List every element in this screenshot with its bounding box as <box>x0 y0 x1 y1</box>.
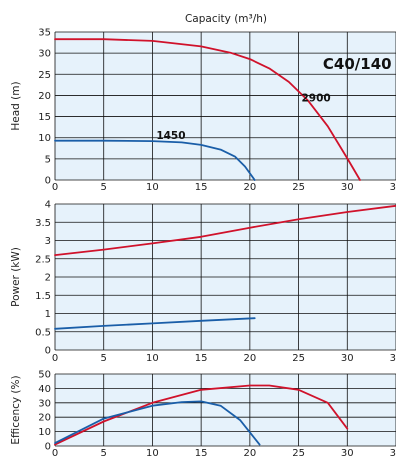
y-tick-label: 0 <box>45 346 51 357</box>
x-tick-label: 0 <box>52 182 58 193</box>
y-axis-title: Head (m) <box>10 81 22 130</box>
series-line-2900 <box>54 384 349 446</box>
x-tick-label: 30 <box>341 182 354 193</box>
y-tick-label: 15 <box>38 112 51 123</box>
series-line-1450 <box>54 400 261 446</box>
x-tick-label: 20 <box>243 182 256 193</box>
y-tick-label: 0 <box>45 176 51 187</box>
y-tick-label: 10 <box>38 133 51 144</box>
x-tick-label: 15 <box>195 182 208 193</box>
series-line-1450 <box>54 139 256 181</box>
y-tick-label: 2.5 <box>35 254 51 265</box>
x-tick-label: 35 <box>390 353 396 364</box>
y-tick-label: 1.5 <box>35 291 51 302</box>
x-tick-label: 25 <box>292 448 305 459</box>
series-line-2900 <box>54 204 396 257</box>
y-tick-label: 40 <box>38 384 51 395</box>
y-tick-label: 3 <box>45 236 51 247</box>
y-tick-label: 0 <box>45 442 51 453</box>
y-tick-label: 1 <box>45 309 51 320</box>
x-tick-label: 30 <box>341 448 354 459</box>
y-tick-label: 20 <box>38 413 51 424</box>
y-tick-label: 35 <box>38 28 51 39</box>
x-tick-label: 20 <box>243 353 256 364</box>
y-tick-label: 2 <box>45 273 51 284</box>
y-tick-label: 30 <box>38 49 51 60</box>
x-tick-label: 0 <box>52 353 58 364</box>
x-tick-label: 25 <box>292 353 305 364</box>
y-tick-label: 5 <box>45 154 51 165</box>
curve-label-1450: 1450 <box>156 130 185 142</box>
model-label: C40/140 <box>323 55 392 73</box>
x-tick-label: 30 <box>341 353 354 364</box>
chart-panel-1: 0 5 10 15 20 25 30 35 0 5 10 15 20 25 30 35 Head (m) C40/… <box>10 28 396 193</box>
series-line-1450 <box>54 317 256 330</box>
y-tick-label: 4 <box>45 200 51 211</box>
x-tick-label: 0 <box>52 448 58 459</box>
x-tick-label: 5 <box>101 353 107 364</box>
x-tick-label: 15 <box>195 448 208 459</box>
x-tick-label: 35 <box>390 182 396 193</box>
chart-panel-3: 0102030405005101520253035Efficency (%) <box>10 370 396 459</box>
plot-background <box>55 32 396 180</box>
y-tick-label: 3.5 <box>35 218 51 229</box>
series-line-2900 <box>54 38 361 181</box>
curve-label-2900: 2900 <box>301 92 330 104</box>
y-tick-label: 30 <box>38 398 51 409</box>
x-tick-label: 5 <box>101 448 107 459</box>
x-tick-label: 10 <box>146 182 159 193</box>
x-axis-title: Capacity (m³/h) <box>185 13 267 25</box>
x-tick-label: 15 <box>195 353 208 364</box>
x-tick-label: 20 <box>243 448 256 459</box>
y-tick-label: 25 <box>38 70 51 81</box>
x-tick-label: 5 <box>101 182 107 193</box>
y-tick-label: 0.5 <box>35 327 51 338</box>
chart-panel-2: 0 0.5 1 1.5 2 2.5 3 3.5 4 0 5 10 15 20 25 30 35 Power (kW… <box>10 200 396 364</box>
y-tick-label: 10 <box>38 427 51 438</box>
y-axis-title: Power (kW) <box>10 247 22 307</box>
x-tick-label: 10 <box>146 353 159 364</box>
y-axis-title: Efficency (%) <box>10 375 22 444</box>
y-tick-label: 50 <box>38 370 51 381</box>
x-tick-label: 10 <box>146 448 159 459</box>
y-tick-label: 20 <box>38 91 51 102</box>
charts-group: 0510152025303505101520253035Head (m)C40/… <box>10 28 396 459</box>
x-tick-label: 25 <box>292 182 305 193</box>
x-tick-label: 35 <box>390 448 396 459</box>
